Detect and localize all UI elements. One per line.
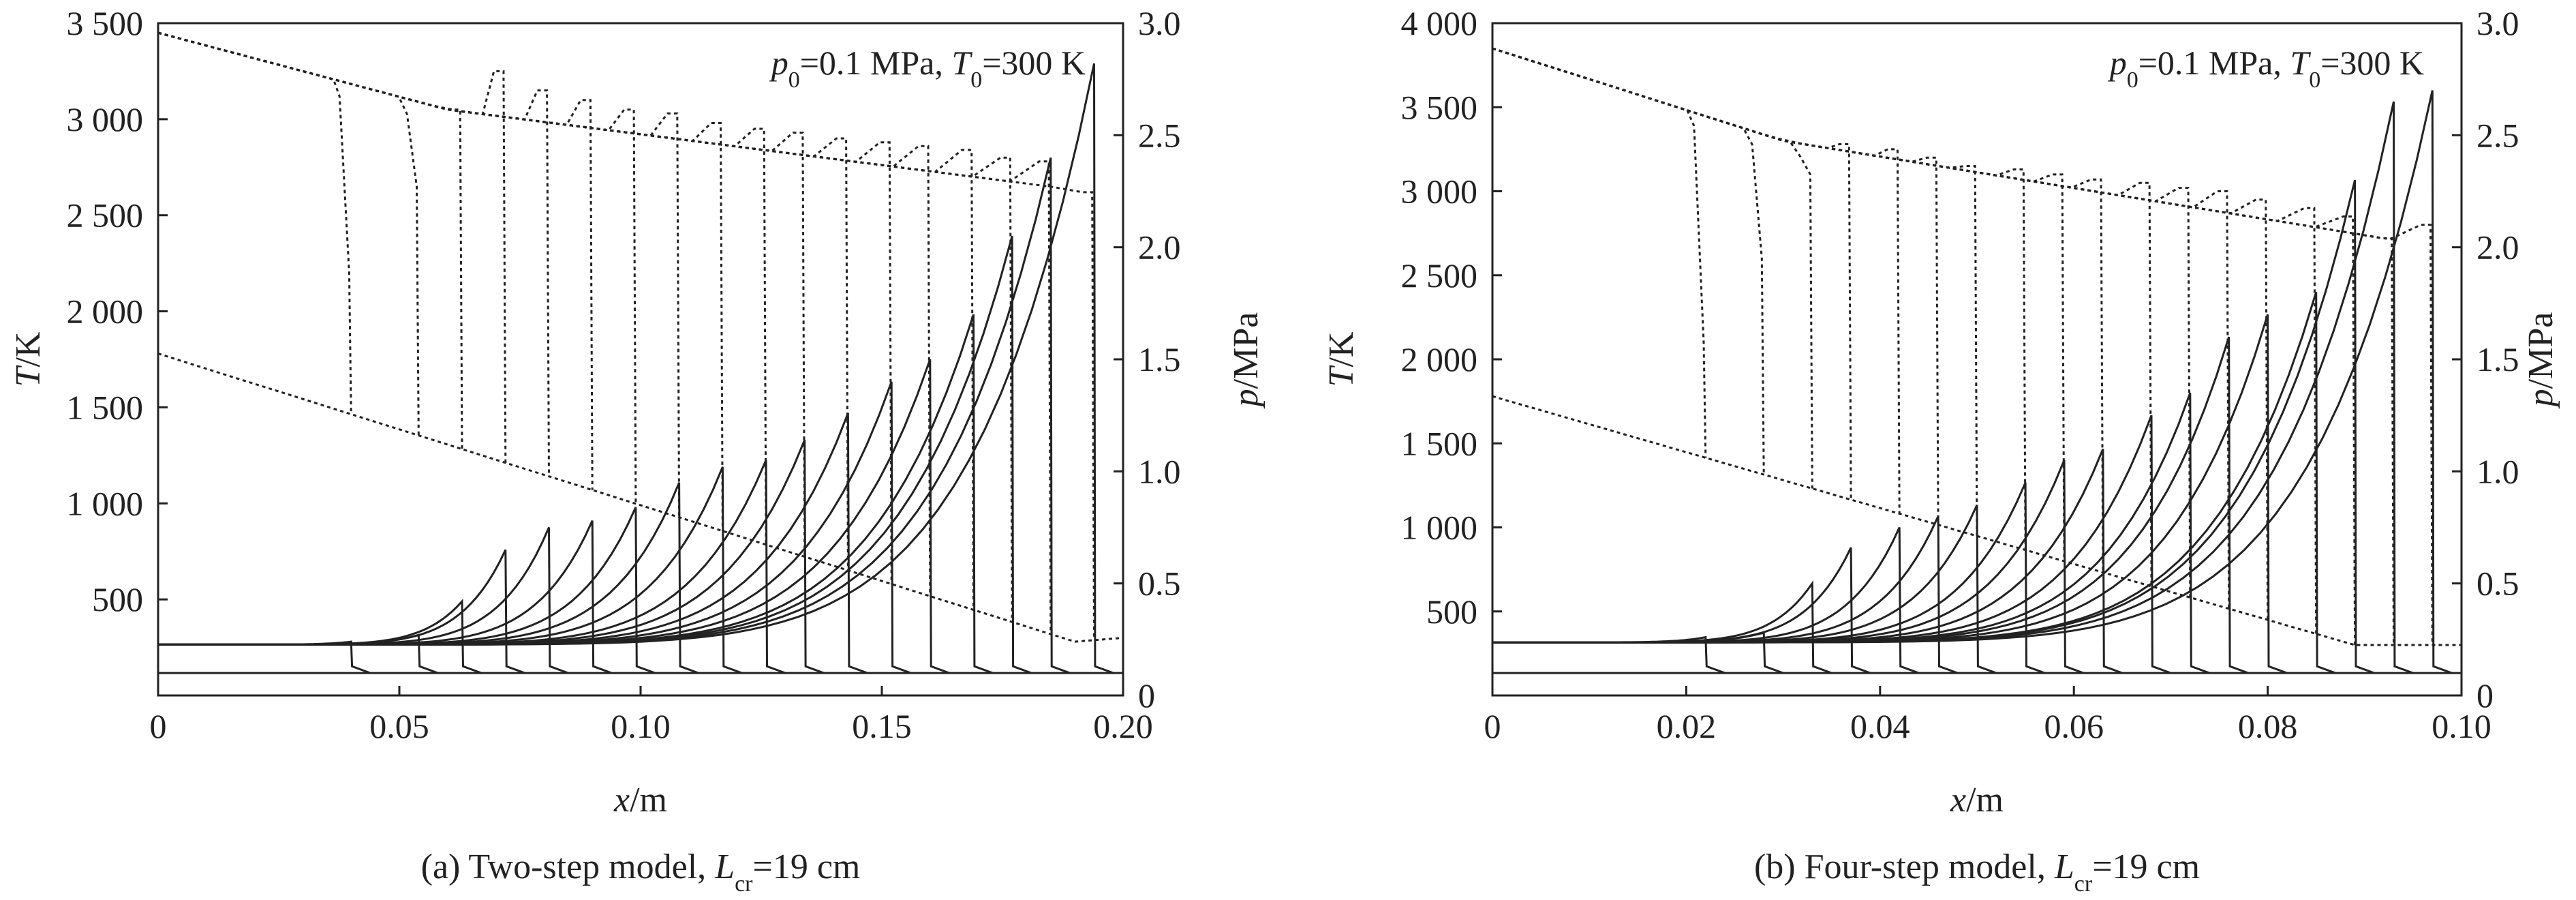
y-left-tick-label: 2 000	[67, 292, 144, 331]
temperature-profile	[158, 31, 724, 531]
temperature-profile	[1492, 47, 2066, 562]
pressure-profile	[1492, 515, 1959, 674]
y-left-tick-label: 2 500	[67, 196, 144, 235]
x-tick-label: 0.20	[1093, 707, 1153, 745]
pressure-profile	[158, 235, 1032, 674]
temperature-trend-line	[1492, 395, 2462, 646]
y-right-tick-label: 1.5	[1138, 340, 1181, 378]
y-right-tick-label: 0	[2477, 676, 2494, 715]
x-axis-label: x/m	[613, 781, 667, 820]
y-right-tick-label: 1.0	[2477, 452, 2519, 490]
temperature-profile	[1492, 47, 2104, 573]
temperature-profile	[1492, 47, 1852, 500]
y-right-tick-label: 1.5	[2477, 340, 2519, 378]
pressure-profile	[1492, 101, 2414, 674]
y-left-tick-label: 1 000	[1401, 509, 1478, 547]
pressure-profile	[158, 381, 912, 674]
temperature-profile	[158, 31, 932, 597]
y-left-tick-label: 3 000	[67, 100, 144, 138]
temperature-profile	[158, 31, 893, 584]
y-right-axis-label: p/MPa	[1227, 312, 1266, 410]
x-tick-label: 0	[1484, 707, 1501, 745]
temperature-profile	[1492, 47, 2027, 550]
pressure-profile	[1492, 580, 1833, 674]
pressure-profile	[158, 507, 656, 674]
x-tick-label: 0.08	[2238, 707, 2298, 745]
y-right-axis-label: p/MPa	[2521, 312, 2560, 410]
pressure-profile	[158, 520, 613, 674]
y-right-tick-label: 2.0	[2477, 228, 2519, 267]
panel-caption: (a) Two-step model, Lcr=19 cm	[421, 847, 861, 897]
pressure-profile	[158, 640, 371, 674]
y-left-tick-label: 2 000	[1401, 340, 1478, 378]
pressure-profile	[158, 549, 525, 674]
pressure-profile	[158, 63, 1114, 674]
y-right-tick-label: 1.0	[1138, 452, 1181, 490]
pressure-profile	[1492, 631, 1784, 674]
x-tick-label: 0.15	[852, 707, 912, 745]
temperature-profile	[1492, 47, 2434, 646]
temperature-profile	[1492, 47, 1978, 537]
temperature-profile	[158, 31, 420, 436]
y-right-tick-label: 2.5	[2477, 116, 2519, 154]
temperature-profile	[158, 31, 637, 504]
y-right-tick-label: 0	[1138, 676, 1155, 715]
temperature-profile	[1492, 47, 1901, 514]
y-right-tick-label: 2.0	[1138, 228, 1181, 267]
x-tick-label: 0.02	[1657, 707, 1717, 745]
y-left-axis-label: T/K	[9, 331, 48, 387]
y-left-tick-label: 3 000	[1401, 172, 1478, 211]
pressure-profile	[1492, 482, 2046, 674]
y-left-tick-label: 1 000	[67, 484, 144, 522]
temperature-profile	[1492, 47, 2192, 598]
condition-annotation: p0=0.1 MPa, T0=300 K	[2108, 44, 2424, 93]
temperature-profile	[158, 31, 352, 415]
y-left-tick-label: 3 500	[1401, 88, 1478, 126]
y-left-tick-label: 4 000	[1401, 4, 1478, 42]
y-left-axis-label: T/K	[1322, 331, 1361, 387]
temperature-profile	[1492, 47, 1765, 475]
x-tick-label: 0.05	[369, 707, 429, 745]
y-right-tick-label: 3.0	[1138, 4, 1181, 42]
y-left-tick-label: 3 500	[67, 4, 144, 42]
temperature-profile	[1492, 47, 2153, 587]
temperature-profile	[158, 31, 1095, 638]
pressure-profile	[158, 157, 1071, 674]
chart-panel-a: 0 0.05 0.10 0.15 0.20 500 1 000 1 500 2 000 2 500…	[9, 4, 1266, 897]
x-tick-label: 0.10	[2432, 707, 2491, 745]
temperature-profile	[158, 31, 681, 518]
y-left-tick-label: 500	[92, 580, 143, 618]
pressure-profile	[1492, 504, 1997, 674]
pressure-profile	[1492, 90, 2453, 674]
temperature-profile	[1492, 47, 2230, 609]
temperature-profile	[158, 31, 806, 557]
chart-panel-b: 0 0.02 0.04 0.06 0.08 0.10 500 1 000 1 500 2 000 2…	[1322, 4, 2560, 897]
x-tick-label: 0.04	[1850, 707, 1910, 745]
panel-caption: (b) Four-step model, Lcr=19 cm	[1754, 847, 2200, 897]
temperature-profile	[158, 31, 507, 463]
y-right-tick-label: 3.0	[2477, 4, 2519, 42]
pressure-profile	[1492, 314, 2288, 674]
condition-annotation: p0=0.1 MPa, T0=300 K	[769, 44, 1086, 93]
y-left-tick-label: 1 500	[67, 388, 144, 426]
pressure-profile	[1492, 291, 2336, 674]
y-right-tick-label: 0.5	[1138, 565, 1181, 603]
x-tick-label: 0.06	[2044, 707, 2104, 745]
pressure-profile	[1492, 179, 2375, 674]
temperature-profile	[1492, 47, 1707, 458]
y-left-tick-label: 500	[1426, 592, 1477, 631]
x-tick-label: 0.10	[611, 707, 671, 745]
temperature-profile	[158, 31, 1052, 635]
y-right-tick-label: 0.5	[2477, 565, 2519, 603]
pressure-profile	[158, 314, 994, 674]
x-tick-label: 0	[150, 707, 167, 745]
y-right-tick-label: 2.5	[1138, 116, 1181, 154]
temperature-profile	[158, 31, 550, 477]
temperature-trend-line	[158, 352, 1123, 643]
x-axis-label: x/m	[1950, 781, 2004, 820]
y-left-tick-label: 1 500	[1401, 424, 1478, 462]
y-left-tick-label: 2 500	[1401, 256, 1478, 295]
pressure-profile	[158, 412, 868, 674]
